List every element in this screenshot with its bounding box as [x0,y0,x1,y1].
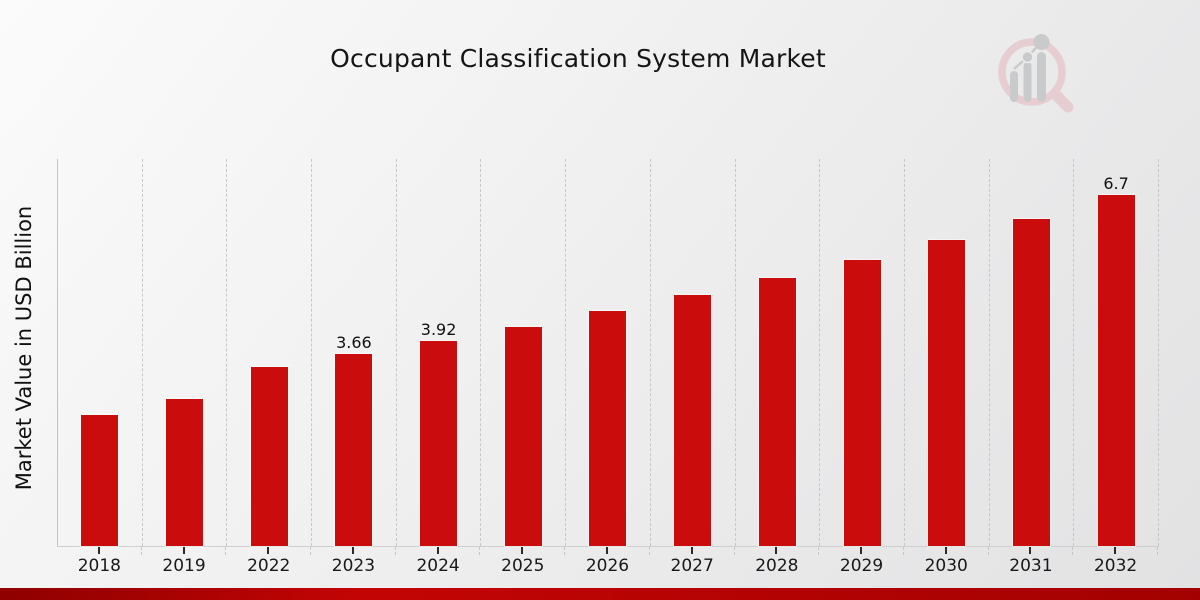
bar-value-label-2032: 6.7 [1103,174,1129,194]
x-axis-tick-row [57,547,1158,555]
x-tick-label-2028: 2028 [755,556,799,576]
x-tick-label-2032: 2032 [1093,556,1138,576]
x-tick-label-2023: 2023 [331,556,376,576]
plot-area: 3.66 3.92 6.7 [57,159,1159,547]
x-tick-label-2025: 2025 [501,556,545,576]
x-tick-label-2029: 2029 [839,556,884,576]
bar-group-2028 [736,159,821,546]
bar-value-label-2024: 3.92 [420,319,457,339]
x-tick-label-2018: 2018 [77,556,121,576]
tick-cell-2027 [650,547,735,555]
tick-cell-2024 [396,547,481,555]
x-tick-label-2026: 2026 [585,556,630,576]
bar-group-2025 [481,159,567,546]
bar-value-label-2023: 3.66 [336,333,372,353]
tick-cell-2026 [565,547,650,555]
tick-cell-2031 [989,547,1074,555]
bar-2032 [1097,195,1135,546]
axis-tick-2032 [1114,547,1117,554]
magnifier-bar-chart-logo-icon [998,34,1074,113]
tick-cell-2019 [142,547,227,555]
axis-tick-2022 [267,547,270,554]
axis-tick-2018 [97,547,100,554]
x-tick-label-2024: 2024 [416,556,460,576]
axis-tick-2026 [605,547,608,554]
y-axis-title: Market Value in USD Billion [12,205,36,491]
bar-2028 [758,277,796,546]
bottom-accent-strip [0,588,1200,600]
bar-2027 [674,295,712,546]
bar-group-2018 [58,159,143,546]
x-tick-label-2022: 2022 [247,556,291,576]
bar-2030 [928,239,966,546]
bar-group-2031 [990,159,1075,546]
x-tick-label-2030: 2030 [924,556,968,576]
bar-2022 [250,366,288,546]
axis-tick-2031 [1029,547,1032,554]
bar-group-2029 [820,159,905,546]
tick-cell-2030 [904,547,989,555]
tick-cell-2028 [735,547,820,555]
x-tick-label-2031: 2031 [1009,556,1053,576]
bar-2023 [335,354,373,546]
tick-cell-2029 [819,547,904,555]
bar-2025 [504,326,542,546]
page-title: Occupant Classification System Market [330,44,826,73]
bar-group-2032: 6.7 [1074,159,1159,546]
bar-group-2026 [566,159,651,546]
axis-tick-2030 [944,547,947,554]
x-tick-label-2027: 2027 [670,556,714,576]
axis-tick-2023 [351,547,354,554]
bar-group-2019 [143,159,228,546]
bar-group-2024: 3.92 [397,159,482,546]
axis-tick-2027 [690,547,693,554]
bar-2018 [81,415,119,546]
bar-group-2023: 3.66 [312,159,397,546]
bar-group-2030 [905,159,990,546]
bar-group-2022 [227,159,313,546]
bar-group-2027 [651,159,736,546]
bar-2026 [589,311,627,546]
axis-tick-2029 [860,547,863,554]
tick-cell-2025 [480,547,566,555]
tick-cell-2022 [226,547,312,555]
bar-2031 [1012,218,1050,546]
x-axis-label-row: 2018 2019 2022 2023 2024 2025 2026 2027 2028 2029… [57,556,1158,576]
bar-2019 [166,399,204,546]
tick-cell-2018 [57,547,142,555]
x-tick-label-2019: 2019 [162,556,206,576]
axis-tick-2025 [521,547,524,554]
bar-2029 [843,259,881,546]
tick-cell-2032 [1073,547,1158,555]
axis-tick-2024 [436,547,439,554]
bar-2024 [420,340,458,546]
tick-cell-2023 [311,547,396,555]
axis-tick-2019 [182,547,185,554]
axis-tick-2028 [775,547,778,554]
